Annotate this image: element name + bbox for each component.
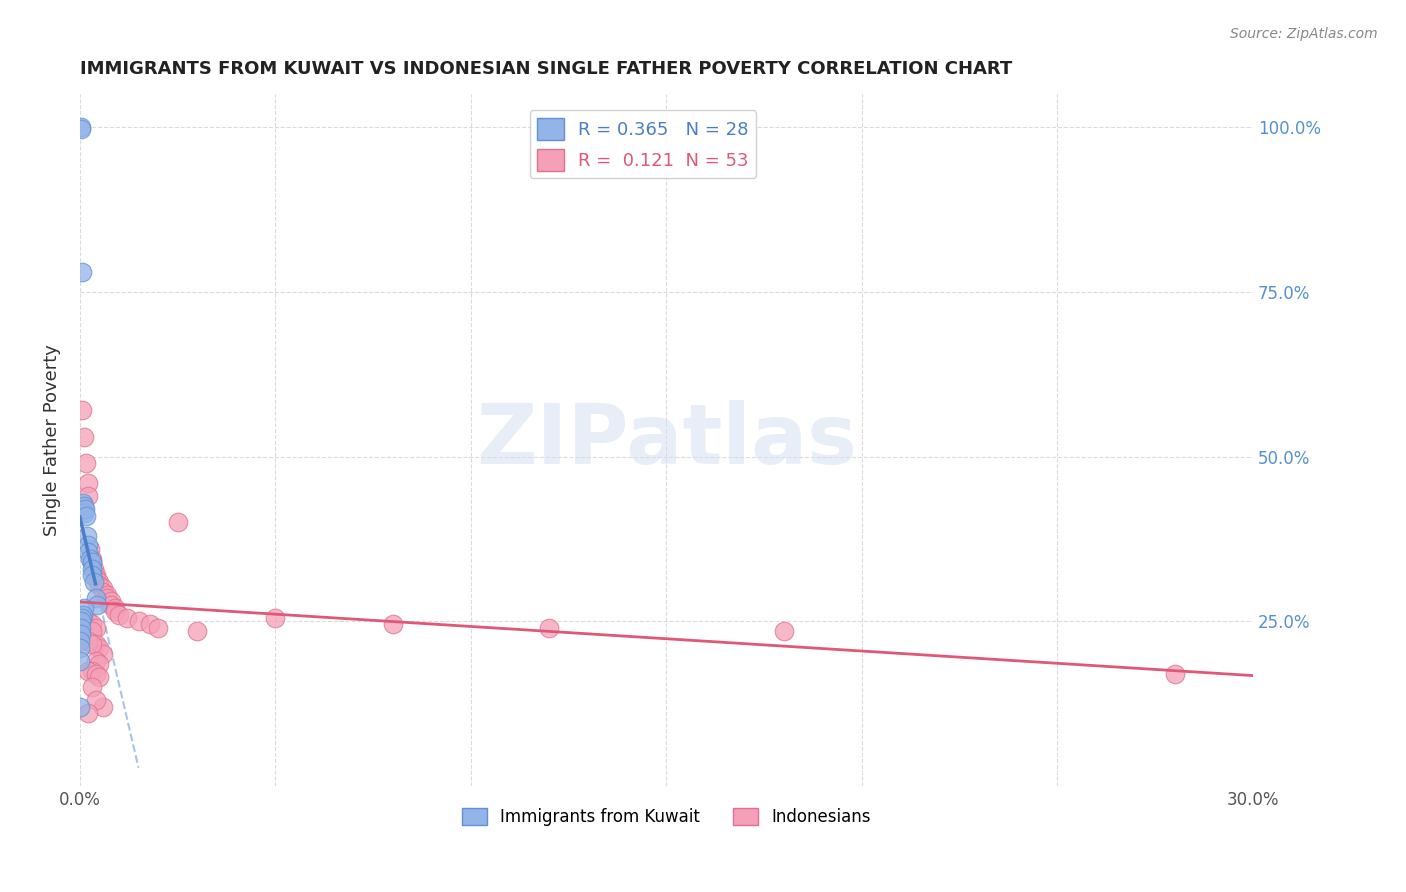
Point <box>80 555 103 569</box>
Point <box>108 607 131 622</box>
Point <box>76 528 98 542</box>
Point <box>89 657 111 671</box>
Point <box>104 604 127 618</box>
Point <box>96 591 118 606</box>
Point <box>70 621 93 635</box>
Text: Source: ZipAtlas.com: Source: ZipAtlas.com <box>1230 27 1378 41</box>
Point <box>84 666 107 681</box>
Point <box>79 541 101 556</box>
Point <box>76 706 98 721</box>
Point <box>128 614 150 628</box>
Point <box>166 516 188 530</box>
Point <box>186 624 208 638</box>
Point <box>69 699 91 714</box>
Point <box>84 621 107 635</box>
Point <box>73 601 96 615</box>
Text: IMMIGRANTS FROM KUWAIT VS INDONESIAN SINGLE FATHER POVERTY CORRELATION CHART: IMMIGRANTS FROM KUWAIT VS INDONESIAN SIN… <box>80 60 1012 78</box>
Point <box>115 611 138 625</box>
Point <box>89 670 111 684</box>
Point <box>70 611 93 625</box>
Point <box>100 594 122 608</box>
Point <box>84 591 107 606</box>
Point <box>89 578 111 592</box>
Point <box>80 637 103 651</box>
Point <box>84 568 107 582</box>
Y-axis label: Single Father Poverty: Single Father Poverty <box>44 344 60 536</box>
Point <box>80 664 103 678</box>
Point <box>96 588 118 602</box>
Point <box>70 403 93 417</box>
Point <box>91 647 114 661</box>
Point <box>70 614 93 628</box>
Point <box>69 627 91 641</box>
Point <box>83 561 105 575</box>
Point <box>70 122 93 136</box>
Point <box>84 637 107 651</box>
Point <box>83 574 105 589</box>
Point <box>69 654 91 668</box>
Point <box>80 617 103 632</box>
Point <box>70 265 93 279</box>
Point <box>1163 666 1185 681</box>
Point <box>84 654 107 668</box>
Point <box>73 506 96 520</box>
Point <box>76 539 98 553</box>
Point <box>89 640 111 655</box>
Point <box>80 561 103 575</box>
Point <box>80 624 103 638</box>
Point <box>69 640 91 655</box>
Point <box>76 634 98 648</box>
Point <box>91 584 114 599</box>
Point <box>84 693 107 707</box>
Point <box>146 621 169 635</box>
Point <box>100 598 122 612</box>
Point <box>76 664 98 678</box>
Point <box>76 545 98 559</box>
Point <box>381 617 404 632</box>
Point <box>80 555 103 569</box>
Point <box>104 601 127 615</box>
Point <box>72 607 94 622</box>
Text: ZIPatlas: ZIPatlas <box>475 400 856 481</box>
Point <box>264 611 287 625</box>
Point <box>89 574 111 589</box>
Point <box>69 634 91 648</box>
Point <box>75 508 97 523</box>
Point <box>80 551 103 566</box>
Point <box>80 680 103 694</box>
Point <box>79 551 101 566</box>
Point <box>139 617 162 632</box>
Point <box>772 624 794 638</box>
Point <box>91 699 114 714</box>
Point <box>69 120 91 135</box>
Point <box>80 568 103 582</box>
Point <box>76 614 98 628</box>
Point <box>538 621 561 635</box>
Point <box>73 502 96 516</box>
Point <box>84 571 107 585</box>
Point <box>73 502 96 516</box>
Point <box>91 581 114 595</box>
Legend: Immigrants from Kuwait, Indonesians: Immigrants from Kuwait, Indonesians <box>456 801 877 833</box>
Point <box>86 598 108 612</box>
Point <box>76 475 98 490</box>
Point <box>75 456 97 470</box>
Point <box>72 496 94 510</box>
Point <box>73 499 96 513</box>
Point <box>76 489 98 503</box>
Point <box>73 430 96 444</box>
